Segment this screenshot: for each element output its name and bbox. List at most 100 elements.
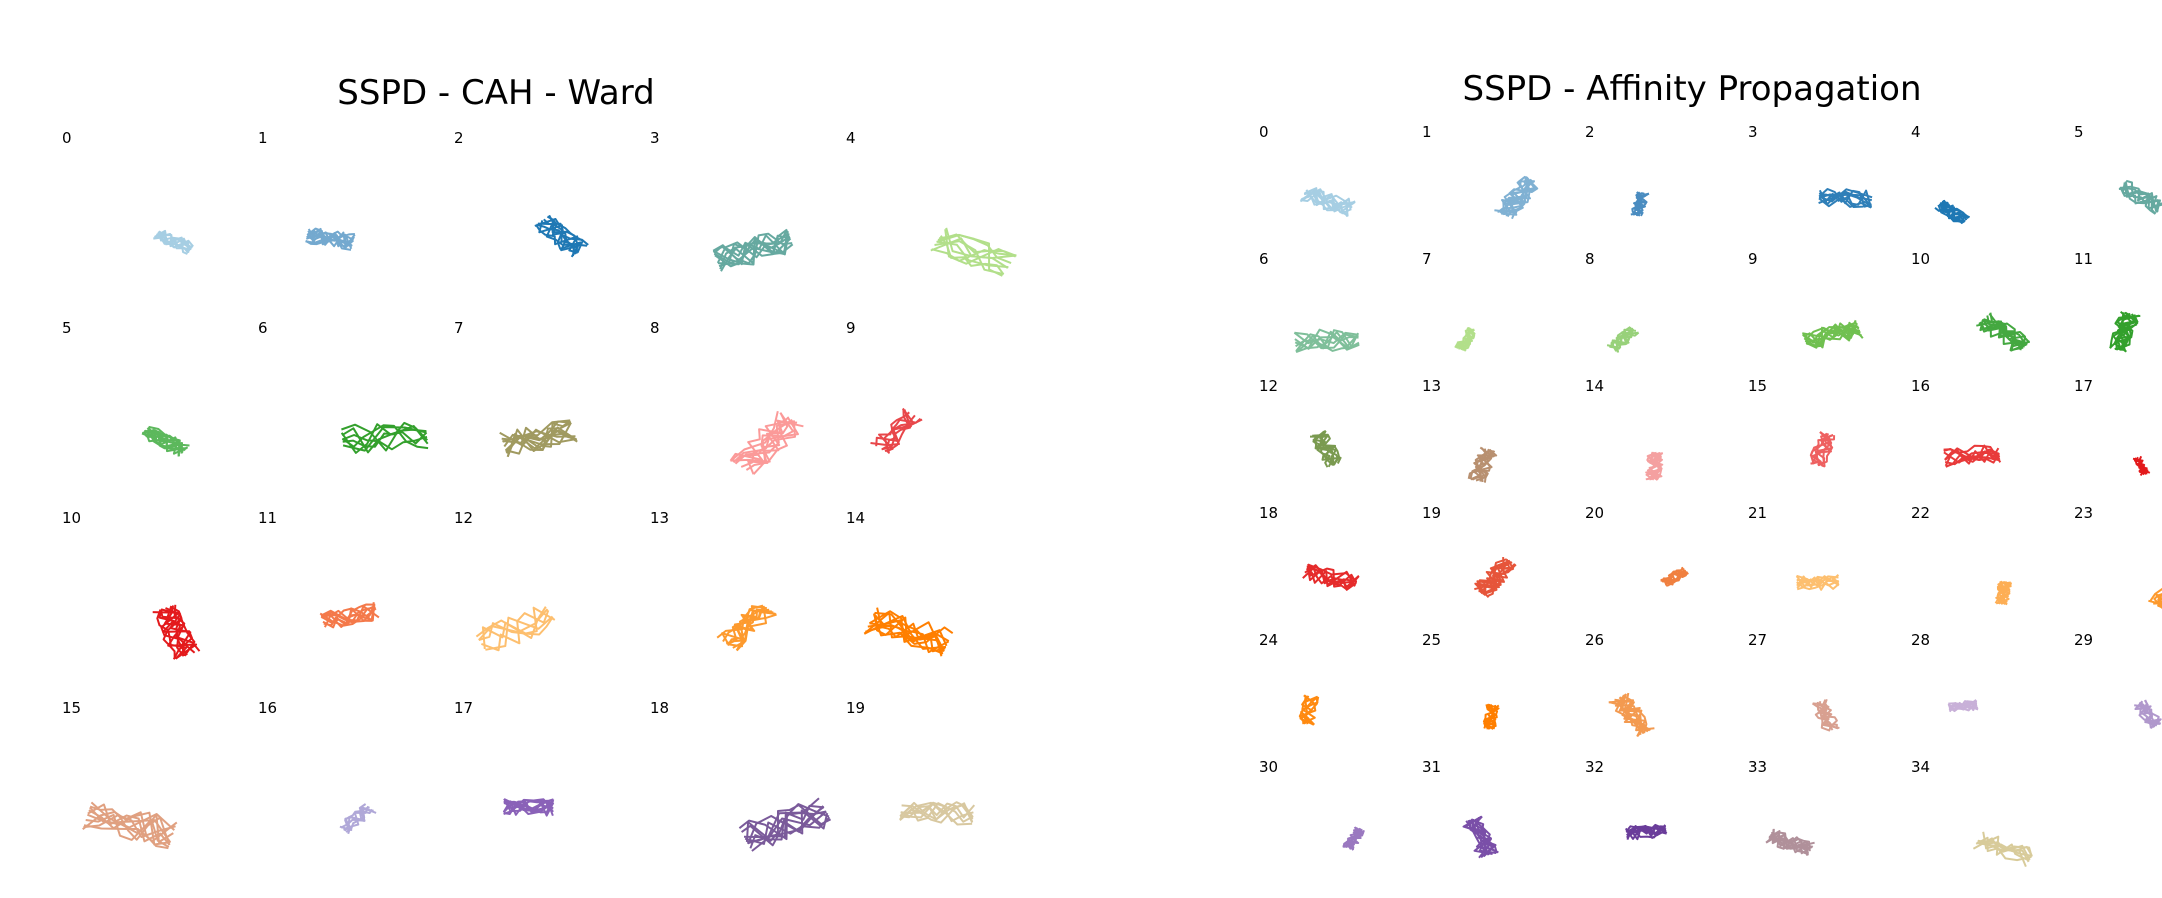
trajectory	[1982, 831, 2030, 863]
trajectory	[1812, 702, 1834, 731]
trajectory	[499, 428, 577, 447]
trajectory	[939, 235, 1005, 275]
trajectory	[1302, 567, 1357, 591]
cluster-label: 9	[846, 319, 856, 337]
cluster-label: 0	[1259, 123, 1269, 141]
trajectory	[1470, 818, 1493, 855]
trajectory	[1483, 559, 1515, 596]
trajectory	[1295, 330, 1359, 353]
trajectory	[144, 430, 181, 457]
cluster-label: 32	[1585, 758, 1604, 776]
trajectory	[1796, 579, 1840, 587]
trajectory	[868, 610, 948, 647]
trajectory	[2157, 596, 2162, 607]
trajectory	[1319, 430, 1334, 466]
trajectory	[870, 411, 910, 447]
trajectory	[1979, 319, 2024, 351]
trajectory	[87, 813, 172, 843]
trajectory	[1660, 570, 1687, 582]
cluster-label: 1	[1422, 123, 1432, 141]
trajectory	[732, 608, 770, 649]
trajectory	[1977, 835, 2030, 862]
trajectory	[2109, 310, 2132, 349]
trajectory	[1614, 694, 1649, 732]
trajectory	[1293, 331, 1359, 345]
cluster-label: 4	[1911, 123, 1921, 141]
cluster-label: 22	[1911, 504, 1930, 522]
trajectory	[1486, 560, 1512, 598]
trajectory	[1304, 187, 1349, 218]
trajectory	[90, 801, 175, 831]
trajectory	[744, 816, 831, 845]
cluster-label: 28	[1911, 631, 1930, 649]
trajectory	[1478, 449, 1492, 482]
cluster-label: 3	[650, 129, 660, 147]
trajectory	[886, 414, 916, 453]
trajectory	[503, 432, 578, 451]
cluster-label: 13	[1422, 377, 1441, 395]
trajectory	[1497, 176, 1538, 213]
trajectory	[1475, 446, 1494, 482]
trajectory	[1981, 319, 2026, 348]
trajectory	[1768, 830, 1809, 856]
trajectory	[873, 613, 954, 645]
trajectory	[745, 803, 830, 842]
cluster-label: 10	[62, 509, 81, 527]
trajectory	[1994, 581, 2011, 604]
trajectory	[545, 214, 576, 257]
trajectory	[1806, 322, 1858, 347]
cluster-label: 19	[846, 699, 865, 717]
trajectory	[1623, 692, 1648, 734]
trajectory	[1615, 326, 1631, 353]
cluster-label: 14	[846, 509, 865, 527]
trajectory	[475, 608, 549, 639]
trajectory	[503, 800, 554, 815]
trajectory	[2153, 593, 2162, 610]
trajectory	[1312, 430, 1340, 467]
trajectory	[1305, 189, 1352, 212]
panel-title: SSPD - CAH - Ward	[337, 73, 654, 113]
cluster-label: 8	[1585, 250, 1595, 268]
trajectory	[1818, 188, 1873, 203]
cluster-label: 14	[1585, 377, 1604, 395]
cluster-label: 4	[846, 129, 856, 147]
cluster-label: 17	[2074, 377, 2093, 395]
cluster-label: 2	[454, 129, 464, 147]
cluster-label: 1	[258, 129, 268, 147]
cluster-label: 21	[1748, 504, 1767, 522]
trajectory	[148, 425, 183, 454]
trajectory	[1312, 433, 1342, 464]
trajectory	[2134, 700, 2162, 728]
trajectory	[1497, 180, 1535, 213]
cluster-label: 6	[1259, 250, 1269, 268]
trajectory	[1303, 696, 1319, 725]
trajectory	[865, 624, 947, 650]
trajectory	[712, 234, 791, 265]
trajectory	[734, 416, 790, 465]
cluster-label: 3	[1748, 123, 1758, 141]
trajectory	[1815, 431, 1832, 467]
cluster-label: 10	[1911, 250, 1930, 268]
trajectory	[1818, 188, 1872, 207]
trajectory	[163, 605, 198, 660]
trajectory	[743, 806, 825, 839]
cluster-label: 29	[2074, 631, 2093, 649]
trajectory	[1818, 701, 1838, 732]
cluster-label: 20	[1585, 504, 1604, 522]
trajectory	[1632, 191, 1647, 217]
cluster-label: 18	[1259, 504, 1278, 522]
cluster-label: 8	[650, 319, 660, 337]
trajectory	[719, 229, 788, 270]
trajectory	[1810, 435, 1836, 465]
panel-title: SSPD - Affinity Propagation	[1462, 69, 1921, 109]
trajectory	[156, 609, 188, 660]
trajectory	[1609, 701, 1649, 733]
trajectory	[1299, 695, 1315, 726]
trajectory	[1618, 696, 1647, 737]
trajectory	[876, 607, 945, 653]
trajectory	[1998, 581, 2012, 605]
trajectory	[339, 806, 377, 831]
trajectory	[321, 605, 380, 622]
trajectory	[2155, 593, 2162, 609]
cluster-label: 25	[1422, 631, 1441, 649]
